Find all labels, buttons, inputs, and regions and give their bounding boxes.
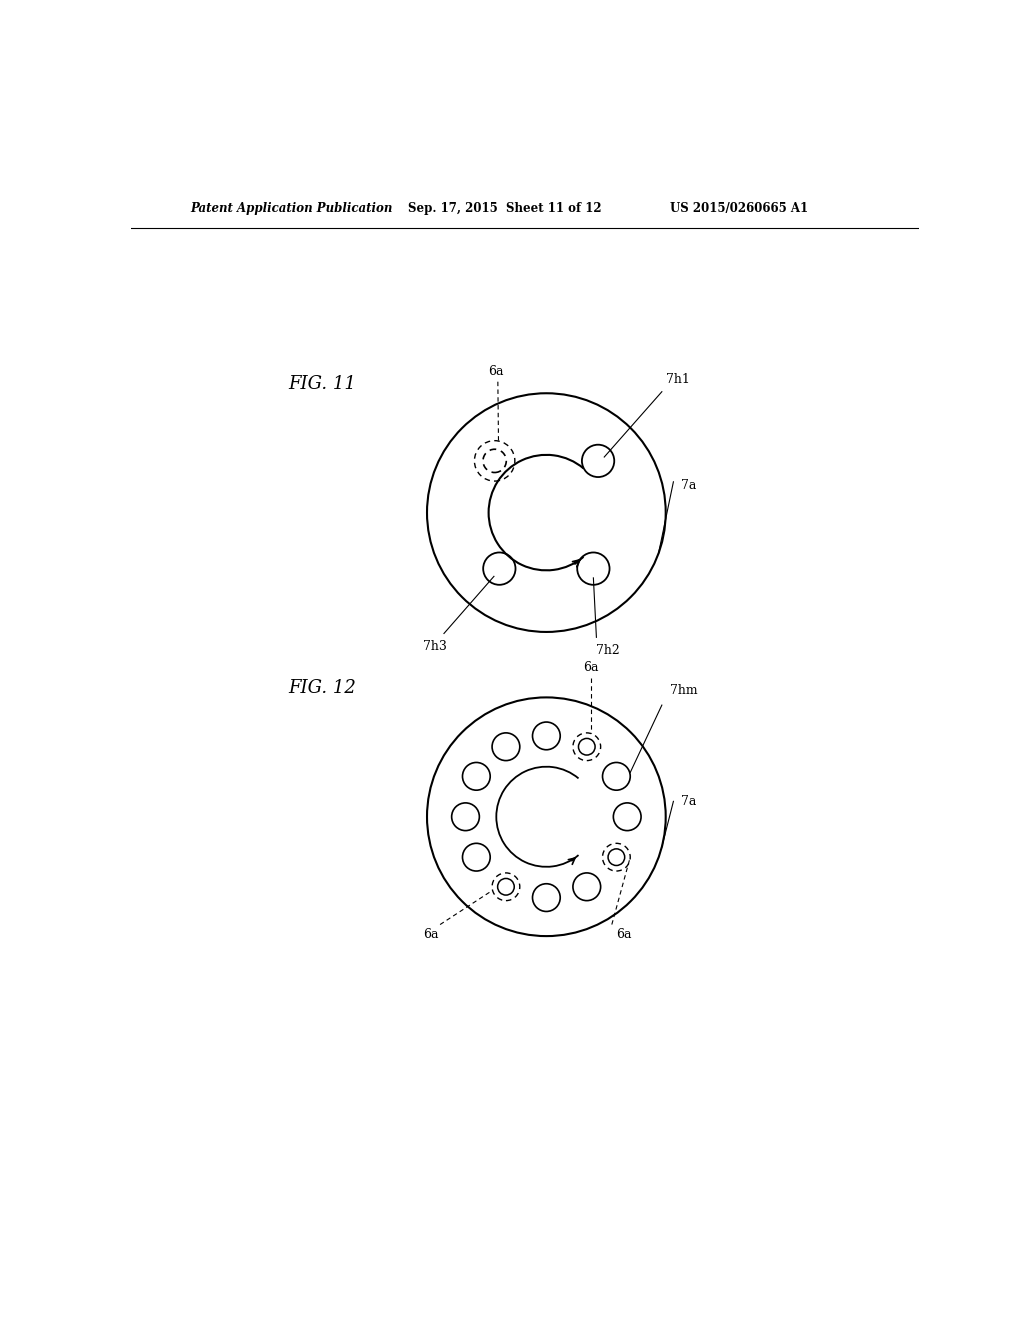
Text: Patent Application Publication: Patent Application Publication xyxy=(190,202,393,215)
Text: 6a: 6a xyxy=(583,661,598,675)
Text: US 2015/0260665 A1: US 2015/0260665 A1 xyxy=(670,202,808,215)
Text: 7hm: 7hm xyxy=(670,684,697,697)
Text: 7h3: 7h3 xyxy=(423,640,447,652)
Text: 7a: 7a xyxy=(681,795,696,808)
Text: 6a: 6a xyxy=(423,928,438,941)
Text: FIG. 11: FIG. 11 xyxy=(289,375,356,393)
Circle shape xyxy=(579,738,595,755)
Text: Sep. 17, 2015  Sheet 11 of 12: Sep. 17, 2015 Sheet 11 of 12 xyxy=(408,202,601,215)
Text: 6a: 6a xyxy=(488,364,504,378)
Text: 7a: 7a xyxy=(681,479,696,492)
Text: FIG. 12: FIG. 12 xyxy=(289,680,356,697)
Text: 7h2: 7h2 xyxy=(596,644,621,656)
Circle shape xyxy=(498,878,514,895)
Text: 6a: 6a xyxy=(615,928,631,941)
Text: 7h1: 7h1 xyxy=(666,372,689,385)
Circle shape xyxy=(608,849,625,866)
